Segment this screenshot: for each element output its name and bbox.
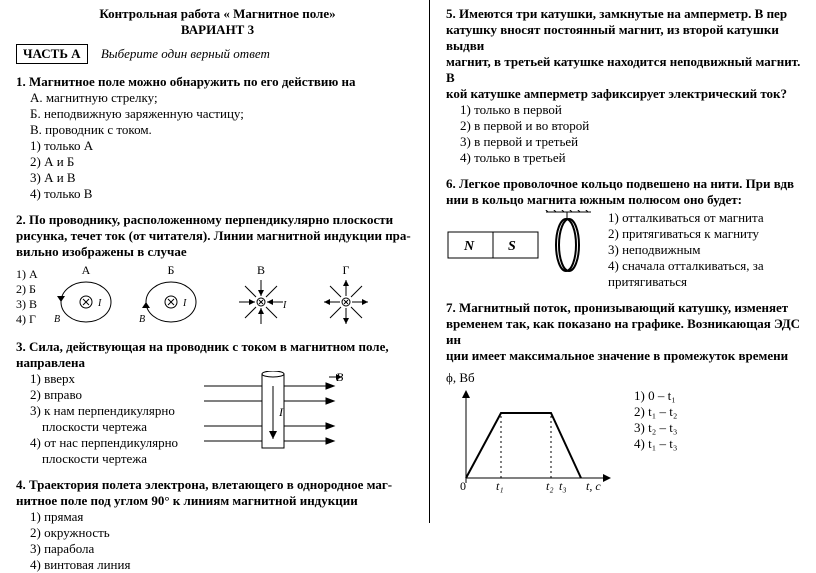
svg-text:Г: Г (342, 264, 349, 277)
q1-o1: 1) только А (30, 138, 419, 154)
q7-flux-graph: 0 t₁ t₂ t₃ t, с (446, 388, 616, 498)
svg-text:t₂: t₂ (546, 479, 554, 493)
q5-stem2: катушку вносят постоянный магнит, из вто… (446, 22, 806, 54)
q7-stem3: ции имеет максимальное значение в промеж… (446, 348, 806, 364)
doc-variant: ВАРИАНТ 3 (16, 22, 419, 38)
question-5: 5. Имеются три катушки, замкнутые на амп… (446, 6, 806, 166)
svg-text:А: А (81, 264, 90, 277)
doc-title: Контрольная работа « Магнитное поле» (16, 6, 419, 22)
svg-text:t₁: t₁ (496, 479, 504, 493)
q4-o3: 3) парабола (30, 541, 419, 557)
q7-stem1: 7. Магнитный поток, пронизывающий катушк… (446, 300, 806, 316)
q1-b: Б. неподвижную заряженную частицу; (30, 106, 419, 122)
q1-o4: 4) только В (30, 186, 419, 202)
q6-o2: 2) притягиваться к магниту (608, 226, 764, 242)
q3-o2: 2) вправо (30, 387, 178, 403)
q3-stem1: 3. Сила, действующая на проводник с токо… (16, 339, 419, 355)
svg-text:B: B (139, 314, 145, 325)
q4-stem2: нитное поле под углом 90° к линиям магни… (16, 493, 419, 509)
q6-magnet-ring-diagram: N S (446, 210, 596, 280)
q1-c: В. проводник с током. (30, 122, 419, 138)
q2-o2: 2) Б (16, 282, 38, 297)
q6-stem2: нии в кольцо магнита южным полюсом оно б… (446, 192, 806, 208)
svg-text:0: 0 (460, 479, 466, 493)
q3-o4: 4) от нас перпендикулярно (30, 435, 178, 451)
svg-text:N: N (463, 239, 475, 254)
q2-stem2: рисунка, течет ток (от читателя). Линии … (16, 228, 419, 244)
question-2: 2. По проводнику, расположенному перпенд… (16, 212, 419, 329)
svg-text:Б: Б (167, 264, 174, 277)
q3-o3: 3) к нам перпендикулярно (30, 403, 178, 419)
question-1: 1. Магнитное поле можно обнаружить по ег… (16, 74, 419, 202)
q1-a: А. магнитную стрелку; (30, 90, 419, 106)
part-a-instruction: Выберите один верный ответ (101, 46, 270, 61)
svg-text:S: S (508, 239, 516, 254)
svg-text:t, с: t, с (586, 479, 601, 493)
q7-o4: 4) t₁ – t₃ (634, 436, 677, 452)
q7-ylabel: ϕ, Вб (446, 370, 806, 386)
q3-o3b: плоскости чертежа (42, 419, 178, 435)
q2-o1: 1) А (16, 267, 38, 282)
svg-text:I: I (282, 300, 287, 311)
q2-stem3: вильно изображены в случае (16, 244, 419, 260)
q6-stem1: 6. Легкое проволочное кольцо подвешено н… (446, 176, 806, 192)
q5-stem4: кой катушке амперметр зафиксирует электр… (446, 86, 806, 102)
q6-o4: 4) сначала отталкиваться, за (608, 258, 764, 274)
q6-o4b: притягиваться (608, 274, 764, 290)
q7-o2: 2) t₁ – t₂ (634, 404, 677, 420)
question-4: 4. Траектория полета электрона, влетающе… (16, 477, 419, 573)
q5-o3: 3) в первой и третьей (460, 134, 806, 150)
q3-o1: 1) вверх (30, 371, 178, 387)
q2-o4: 4) Г (16, 312, 38, 327)
svg-text:В: В (257, 264, 265, 277)
part-a-label: ЧАСТЬ А (16, 44, 88, 64)
q1-o3: 3) А и В (30, 170, 419, 186)
q5-o2: 2) в первой и во второй (460, 118, 806, 134)
q2-field-diagrams: А Б В Г B I (46, 264, 386, 329)
right-column: 5. Имеются три катушки, замкнутые на амп… (430, 0, 816, 523)
question-6: 6. Легкое проволочное кольцо подвешено н… (446, 176, 806, 290)
question-3: 3. Сила, действующая на проводник с токо… (16, 339, 419, 467)
q4-o2: 2) окружность (30, 525, 419, 541)
worksheet: Контрольная работа « Магнитное поле» ВАР… (0, 0, 816, 523)
svg-text:t₃: t₃ (559, 479, 567, 493)
q5-stem1: 5. Имеются три катушки, замкнутые на амп… (446, 6, 806, 22)
q7-stem2: временем так, как показано на графике. В… (446, 316, 806, 348)
q3-conductor-diagram: B I (194, 371, 344, 451)
svg-text:I: I (97, 298, 102, 309)
q4-o4: 4) винтовая линия (30, 557, 419, 573)
q3-stem2: направлена (16, 355, 419, 371)
q7-o3: 3) t₂ – t₃ (634, 420, 677, 436)
part-a-row: ЧАСТЬ А Выберите один верный ответ (16, 38, 419, 64)
q2-answers: 1) А 2) Б 3) В 4) Г (16, 267, 38, 327)
q5-stem3: магнит, в третьей катушке находится непо… (446, 54, 806, 86)
q1-stem: 1. Магнитное поле можно обнаружить по ег… (16, 74, 419, 90)
question-7: 7. Магнитный поток, пронизывающий катушк… (446, 300, 806, 498)
q4-stem1: 4. Траектория полета электрона, влетающе… (16, 477, 419, 493)
svg-text:I: I (182, 298, 187, 309)
q3-o4b: плоскости чертежа (42, 451, 178, 467)
q5-o1: 1) только в первой (460, 102, 806, 118)
q7-o1: 1) 0 – t₁ (634, 388, 677, 404)
q2-o3: 3) В (16, 297, 38, 312)
q1-o2: 2) А и Б (30, 154, 419, 170)
left-column: Контрольная работа « Магнитное поле» ВАР… (0, 0, 430, 523)
q6-o3: 3) неподвижным (608, 242, 764, 258)
q5-o4: 4) только в третьей (460, 150, 806, 166)
q2-stem1: 2. По проводнику, расположенному перпенд… (16, 212, 419, 228)
svg-text:B: B (54, 314, 60, 325)
q6-o1: 1) отталкиваться от магнита (608, 210, 764, 226)
